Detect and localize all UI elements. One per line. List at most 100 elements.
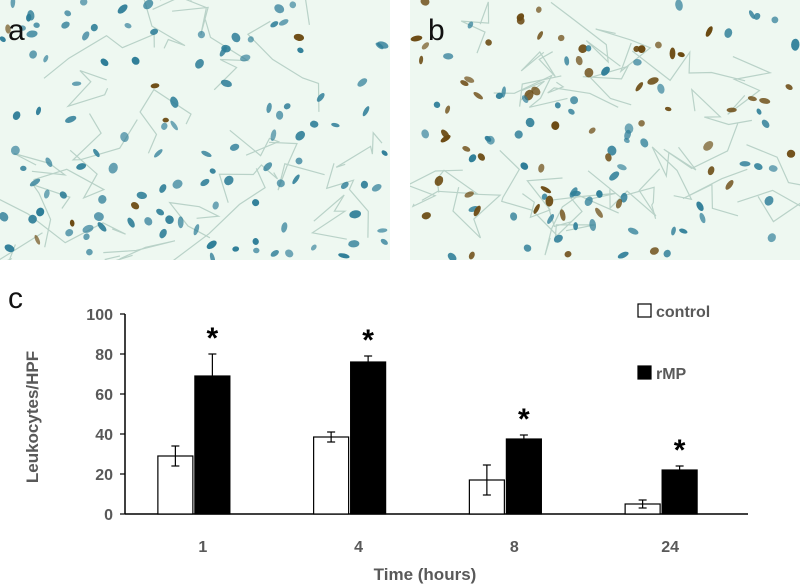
cell-nucleus (80, 0, 88, 6)
micrograph-panel-b (410, 0, 800, 260)
cell-nucleus (76, 163, 87, 170)
alveolar-wall (547, 81, 619, 108)
cell-nucleus (0, 212, 9, 222)
cell-nucleus (699, 212, 706, 224)
cell-nucleus (172, 179, 183, 189)
cell-nucleus (767, 233, 776, 243)
stained-leukocyte (540, 186, 552, 194)
panel-label-b: b (428, 14, 445, 47)
legend: control rMP (637, 303, 710, 383)
alveolar-wall (31, 183, 71, 248)
cell-nucleus (159, 184, 167, 193)
cell-nucleus (83, 233, 90, 241)
cell-nucleus (193, 224, 200, 236)
stained-leukocyte (649, 247, 659, 255)
stained-leukocyte (531, 86, 541, 96)
x-tick-label: 4 (354, 539, 363, 556)
alveolar-wall (595, 28, 652, 74)
stained-leukocyte (464, 76, 475, 83)
cell-nucleus (764, 196, 774, 206)
cell-nucleus (285, 249, 294, 258)
cell-nucleus (376, 41, 389, 49)
stained-leukocyte (473, 205, 481, 217)
cell-nucleus (263, 162, 273, 172)
cell-nucleus (82, 224, 94, 233)
y-tick-label: 100 (86, 307, 113, 324)
alveolar-wall (631, 50, 746, 82)
stained-leukocyte (615, 198, 623, 209)
cell-nucleus (310, 244, 317, 251)
cell-nucleus (609, 171, 620, 181)
cell-nucleus (170, 120, 178, 131)
stained-leukocyte (131, 202, 140, 210)
stained-leukocyte (421, 212, 431, 220)
cell-nucleus (381, 150, 388, 156)
stained-leukocyte (421, 42, 430, 50)
cell-nucleus (97, 222, 107, 232)
y-tick-label: 60 (95, 387, 113, 404)
cell-nucleus (310, 120, 319, 128)
cell-nucleus (247, 36, 254, 43)
stained-leukocyte (584, 68, 594, 78)
cell-nucleus (791, 38, 800, 51)
alveolar-wall (66, 70, 109, 108)
cell-nucleus (65, 229, 74, 237)
stained-leukocyte (419, 55, 424, 65)
cell-nucleus (584, 196, 593, 207)
cell-nucleus (156, 208, 165, 216)
cell-nucleus (360, 180, 369, 189)
cell-nucleus (131, 56, 140, 65)
stained-leukocyte (516, 16, 525, 25)
cell-nucleus (340, 181, 349, 190)
stained-leukocyte (647, 77, 659, 85)
y-tick-label: 20 (95, 467, 113, 484)
cell-nucleus (357, 78, 368, 87)
cell-nucleus (756, 108, 762, 115)
alveolar-wall (152, 0, 175, 10)
cell-nucleus (278, 19, 289, 26)
alveolar-wall (310, 194, 347, 240)
alveolar-wall (71, 113, 138, 161)
stained-leukocyte (605, 153, 612, 162)
cell-nucleus (59, 191, 67, 199)
alveolar-wall (682, 168, 748, 217)
cell-nucleus (35, 106, 42, 116)
cell-nucleus (467, 21, 474, 29)
cell-nucleus (433, 101, 441, 108)
cell-nucleus (281, 222, 288, 233)
cell-nucleus (371, 184, 382, 192)
cell-nucleus (570, 96, 579, 105)
cell-nucleus (229, 143, 240, 151)
cell-nucleus (0, 36, 6, 43)
bar-rmp (505, 438, 542, 515)
cell-nucleus (64, 10, 72, 17)
cell-nucleus (671, 226, 676, 236)
cell-nucleus (523, 244, 532, 252)
significance-star: * (518, 403, 530, 436)
cell-nucleus (26, 30, 38, 38)
cell-nucleus (601, 66, 610, 76)
stained-leukocyte (637, 45, 646, 53)
stained-leukocyte (559, 209, 566, 221)
stained-leukocyte (485, 39, 492, 46)
cell-nucleus (316, 92, 325, 102)
alveolar-wall (43, 33, 155, 79)
cell-nucleus (348, 240, 360, 248)
cell-nucleus (165, 215, 174, 225)
cell-nucleus (283, 103, 291, 110)
alveolar-wall (544, 194, 619, 256)
cell-nucleus (36, 207, 45, 217)
cell-nucleus (124, 23, 132, 29)
cell-nucleus (270, 249, 279, 257)
stained-leukocyte (410, 35, 423, 42)
stained-leukocyte (69, 219, 75, 227)
cell-nucleus (627, 227, 639, 235)
stained-leukocyte (578, 44, 588, 53)
stained-leukocyte (162, 117, 169, 123)
cell-nucleus (231, 32, 241, 43)
cell-nucleus (624, 129, 631, 140)
alveolar-wall (587, 170, 657, 219)
stained-leukocyte (595, 207, 603, 218)
alveolar-wall (663, 123, 739, 171)
cell-nucleus (200, 178, 210, 187)
